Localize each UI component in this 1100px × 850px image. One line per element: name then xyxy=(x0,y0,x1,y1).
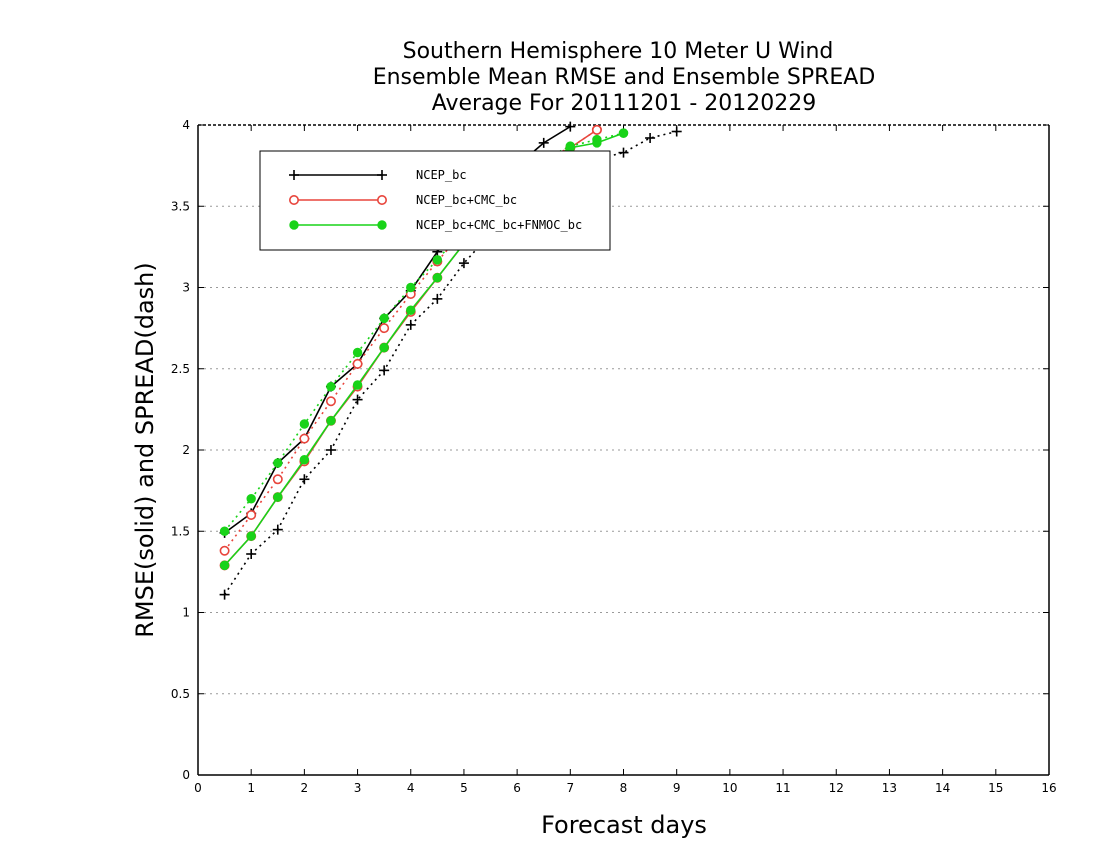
spread-point xyxy=(352,347,363,358)
legend-marker xyxy=(288,195,299,206)
legend-marker xyxy=(376,195,387,206)
spread-point xyxy=(432,293,443,304)
rmse-point xyxy=(299,455,310,465)
x-tick-label: 7 xyxy=(566,781,574,795)
y-axis-label: RMSE(solid) and SPREAD(dash) xyxy=(131,262,159,638)
legend-marker xyxy=(377,220,387,230)
x-axis-label: Forecast days xyxy=(541,811,707,839)
gridlines xyxy=(198,205,1049,695)
spread-point xyxy=(379,365,390,376)
spread-point xyxy=(299,474,310,485)
y-tick-label: 4 xyxy=(182,118,190,132)
spread-point xyxy=(325,445,336,455)
chart-title-line-3: Average For 20111201 - 20120229 xyxy=(432,91,817,116)
y-tick-label: 1.5 xyxy=(171,524,190,538)
x-tick-label: 14 xyxy=(935,781,950,795)
spread-point xyxy=(379,323,390,334)
x-tick-label: 0 xyxy=(194,781,202,795)
x-tick-label: 12 xyxy=(829,781,844,795)
x-tick-label: 1 xyxy=(247,781,255,795)
spread-point xyxy=(432,255,443,265)
rmse-point xyxy=(618,128,629,138)
x-tick-label: 13 xyxy=(882,781,897,795)
spread-point xyxy=(219,589,230,600)
legend-label: NCEP_bc+CMC_bc xyxy=(416,193,517,207)
x-tick-label: 2 xyxy=(301,781,309,795)
legend-marker xyxy=(289,170,299,180)
legend-label: NCEP_bc xyxy=(416,168,467,182)
rmse-point xyxy=(538,137,549,148)
spread-point xyxy=(246,549,257,559)
y-tick-label: 0 xyxy=(182,768,190,782)
x-tick-label: 8 xyxy=(620,781,628,795)
spread-point xyxy=(458,258,469,269)
legend-marker xyxy=(377,170,387,180)
rmse-point xyxy=(219,560,230,571)
spread-point xyxy=(299,419,310,429)
y-tick-label: 2.5 xyxy=(171,362,190,376)
chart-title: Southern Hemisphere 10 Meter U Wind Ense… xyxy=(373,39,876,116)
rmse-point xyxy=(406,305,416,315)
chart-title-line-1: Southern Hemisphere 10 Meter U Wind xyxy=(403,39,834,64)
legend-entry-2: NCEP_bc+CMC_bc+FNMOC_bc xyxy=(289,218,582,232)
x-tick-label: 5 xyxy=(460,781,468,795)
spread-point xyxy=(299,433,310,444)
spread-point xyxy=(352,394,363,405)
x-tick-label: 9 xyxy=(673,781,681,795)
spread-point xyxy=(405,319,416,330)
legend: NCEP_bc NCEP_bc+CMC_bc NCEP_bc+CMC_bc+FNMO… xyxy=(259,150,611,251)
legend-entry-1: NCEP_bc+CMC_bc xyxy=(288,193,517,207)
x-tick-label: 11 xyxy=(775,781,790,795)
spread-point xyxy=(645,133,656,143)
axes: 0 1 2 3 4 5 6 7 8 9 10 11 12 13 14 15 1600.511.522.533.5… xyxy=(171,118,1057,795)
rmse-point xyxy=(432,273,443,283)
spread-point xyxy=(272,524,283,535)
spread-point xyxy=(246,509,257,520)
y-tick-label: 2 xyxy=(182,443,190,457)
spread-point xyxy=(219,526,230,536)
spread-point xyxy=(273,458,283,468)
x-tick-label: 16 xyxy=(1041,781,1056,795)
spread-point xyxy=(406,282,416,293)
rmse-point xyxy=(246,531,256,541)
rmse-point xyxy=(352,380,363,390)
x-tick-label: 3 xyxy=(354,781,362,795)
x-tick-label: 15 xyxy=(988,781,1003,795)
legend-label: NCEP_bc+CMC_bc+FNMOC_bc xyxy=(416,218,582,232)
y-tick-label: 3.5 xyxy=(171,199,190,213)
rmse-point xyxy=(591,124,602,135)
spread-point xyxy=(325,396,336,407)
spread-point xyxy=(618,147,629,158)
legend-entry-0: NCEP_bc xyxy=(289,168,467,182)
x-tick-label: 4 xyxy=(407,781,415,795)
spread-point xyxy=(272,474,283,485)
spread-point xyxy=(219,545,230,556)
spread-point xyxy=(352,358,363,369)
y-tick-label: 3 xyxy=(182,281,190,295)
legend-marker xyxy=(289,220,299,230)
chart-title-line-2: Ensemble Mean RMSE and Ensemble SPREAD xyxy=(373,65,876,90)
rmse-point xyxy=(592,138,602,148)
x-tick-label: 6 xyxy=(513,781,521,795)
spread-point xyxy=(379,313,389,324)
spread-line xyxy=(223,130,677,596)
spread-point xyxy=(246,494,256,504)
rmse-point xyxy=(379,342,389,353)
rmse-point xyxy=(326,416,336,426)
rmse-point xyxy=(273,492,283,502)
rmse-point xyxy=(565,121,576,132)
spread-point xyxy=(671,126,682,137)
x-tick-label: 10 xyxy=(722,781,737,795)
y-tick-label: 1 xyxy=(182,606,190,620)
spread-point xyxy=(326,381,336,392)
y-tick-label: 0.5 xyxy=(171,687,190,701)
